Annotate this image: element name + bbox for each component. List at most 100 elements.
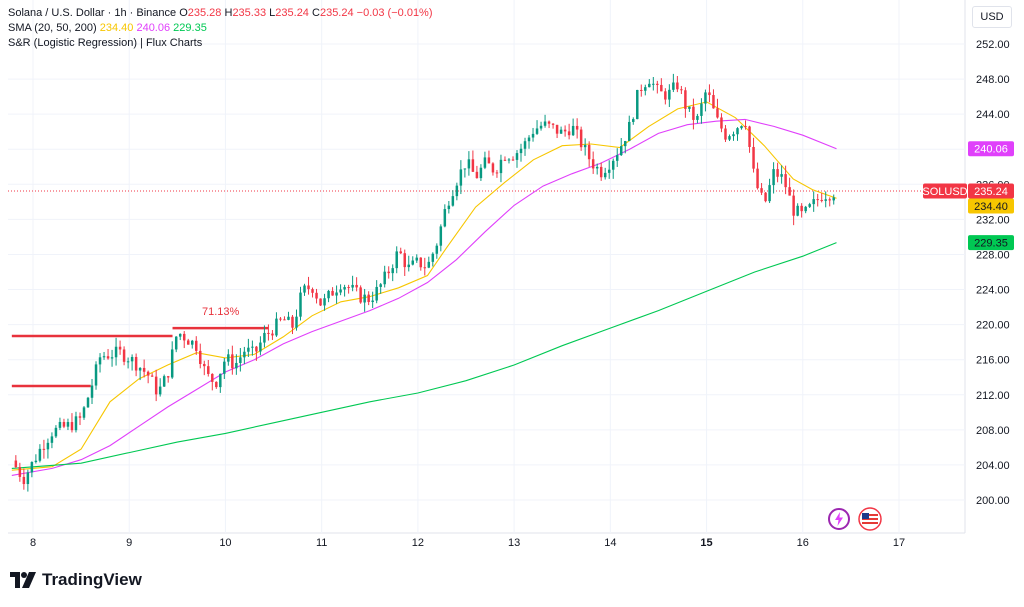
price-label-text: 229.35	[974, 238, 1008, 250]
candle-body	[539, 125, 543, 129]
candle-body	[479, 167, 483, 179]
x-tick-label: 10	[219, 537, 231, 549]
candle-body	[223, 361, 226, 374]
candle-body	[355, 284, 358, 288]
x-tick-label: 13	[508, 537, 520, 549]
candle-body	[507, 159, 511, 161]
candle-body	[66, 422, 70, 427]
y-tick-label: 228.00	[976, 249, 1010, 261]
candle-body	[451, 196, 455, 206]
candle-body	[239, 357, 242, 363]
candle-body	[263, 332, 266, 343]
y-tick-label: 248.00	[976, 74, 1010, 86]
candle-body	[150, 375, 154, 377]
x-tick-label: 17	[893, 537, 905, 549]
candle-body	[291, 316, 294, 328]
y-tick-label: 200.00	[976, 495, 1010, 507]
us-flag-icon[interactable]	[858, 507, 882, 531]
candle-body	[672, 82, 675, 90]
candle-body	[535, 128, 539, 134]
candle-body	[632, 119, 635, 122]
candle-body	[106, 356, 110, 359]
candle-body	[347, 287, 350, 289]
candle-body	[503, 159, 507, 161]
candle-body	[251, 346, 254, 348]
sma-line-sma-200	[11, 242, 837, 469]
candle-body	[227, 354, 230, 362]
candle-body	[323, 298, 326, 306]
candle-body	[487, 157, 491, 164]
candle-body	[295, 316, 298, 328]
candle-body	[311, 289, 314, 293]
candle-body	[391, 268, 394, 274]
candle-body	[555, 124, 559, 134]
candle-body	[559, 129, 563, 134]
low-label: L	[269, 7, 276, 19]
candle-body	[154, 376, 158, 395]
candle-body	[399, 251, 402, 254]
candle-body	[114, 346, 118, 358]
candle-body	[275, 318, 278, 336]
lightning-icon[interactable]	[828, 508, 850, 530]
candle-body	[50, 436, 54, 443]
candle-body	[668, 89, 671, 100]
legend-sma-row[interactable]: SMA (20, 50, 200) 234.40 240.06 229.35	[8, 21, 207, 36]
sma-line-sma-50	[11, 118, 837, 476]
candle-body	[363, 294, 366, 303]
candle-body	[680, 89, 683, 91]
candle-body	[471, 159, 475, 172]
candle-body	[571, 125, 575, 136]
candle-body	[636, 89, 639, 120]
candle-body	[182, 333, 186, 341]
candle-body	[142, 367, 146, 372]
candle-body	[134, 356, 138, 371]
symbol-title[interactable]: Solana / U.S. Dollar · 1h · Binance	[8, 7, 177, 19]
legend-indicator-row[interactable]: S&R (Logistic Regression) | Flux Charts	[8, 36, 202, 51]
candle-body	[547, 121, 551, 124]
candle-body	[407, 264, 410, 268]
price-label-text: 234.40	[974, 201, 1008, 213]
candle-body	[816, 199, 819, 201]
candle-body	[820, 199, 823, 201]
time-axis[interactable]: 8 9 10 11 12 13 14 15 16 17	[30, 537, 905, 549]
candle-body	[475, 171, 479, 179]
candle-body	[439, 226, 443, 246]
candle-body	[170, 349, 174, 378]
candle-body	[199, 350, 202, 364]
moving-averages	[11, 101, 837, 476]
x-tick-label: 15	[700, 537, 712, 549]
price-axis[interactable]: 252.00248.00244.00240.00236.00232.00228.…	[976, 39, 1010, 507]
candle-body	[26, 472, 30, 485]
candle-body	[696, 115, 699, 120]
candle-body	[359, 287, 362, 303]
candle-body	[279, 318, 282, 320]
candle-body	[776, 169, 779, 177]
currency-button[interactable]: USD	[972, 6, 1012, 28]
candle-body	[146, 371, 150, 376]
candle-body	[599, 166, 603, 178]
candle-body	[587, 144, 591, 160]
candle-body	[467, 159, 471, 169]
tradingview-logo[interactable]: TradingView	[10, 570, 142, 590]
sma-line-sma-20	[11, 101, 837, 471]
candle-body	[648, 83, 651, 88]
candle-body	[736, 128, 739, 135]
y-tick-label: 208.00	[976, 425, 1010, 437]
y-tick-label: 224.00	[976, 285, 1010, 297]
candle-body	[531, 133, 535, 138]
candle-body	[271, 333, 274, 336]
candle-body	[728, 136, 731, 140]
candle-body	[796, 205, 799, 216]
candle-body	[700, 103, 703, 116]
candle-body	[591, 159, 595, 169]
price-label-text: 235.24	[974, 186, 1008, 198]
candle-body	[102, 356, 106, 358]
candle-body	[387, 271, 390, 274]
candle-body	[495, 172, 499, 174]
candle-body	[760, 188, 763, 193]
candle-body	[660, 84, 663, 92]
candle-body	[303, 285, 306, 293]
candle-body	[567, 131, 571, 136]
candle-body	[828, 199, 831, 201]
